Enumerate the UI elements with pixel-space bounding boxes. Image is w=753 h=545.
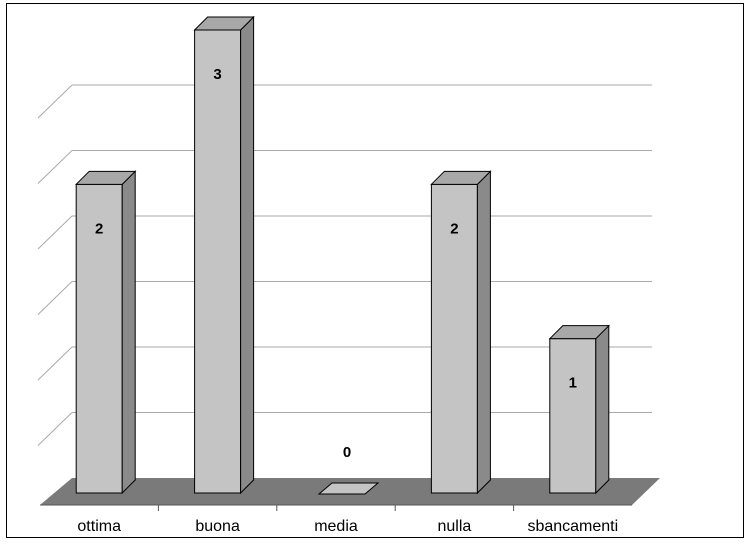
bar-top (74, 170, 137, 185)
bars (74, 15, 611, 495)
bar-nulla (430, 170, 492, 495)
bar-side (595, 324, 610, 495)
bar-ottima (74, 170, 137, 495)
category-label-ottima: ottima (77, 518, 121, 535)
bar-buona (193, 15, 255, 495)
gridline-side (37, 412, 73, 446)
bar-top (548, 325, 611, 340)
category-label-sbancamenti: sbancamenti (527, 518, 618, 535)
bar-front (549, 338, 597, 494)
category-label-media: media (314, 518, 358, 535)
data-label-media: 0 (343, 444, 351, 461)
bar-top (193, 16, 255, 31)
data-labels: 2 3 0 2 1 (95, 66, 577, 461)
data-label-buona: 3 (213, 66, 221, 83)
bar-front (194, 29, 242, 494)
category-labels: ottima buona media nulla sbancamenti (77, 518, 618, 535)
gridline-side (37, 281, 73, 315)
gridline-side (37, 150, 73, 184)
data-label-ottima: 2 (95, 220, 103, 237)
bar-top (430, 170, 492, 185)
gridline-side (37, 84, 73, 119)
bar-front (75, 183, 123, 494)
bar-side (240, 15, 255, 495)
gridline-side (37, 215, 73, 250)
bar-media (317, 482, 380, 495)
data-label-sbancamenti: 1 (569, 375, 577, 392)
category-label-buona: buona (195, 518, 240, 535)
x-axis-ticks (157, 505, 515, 511)
bar-side (476, 170, 491, 495)
bar-side (121, 170, 136, 495)
gridline-side (37, 346, 73, 381)
category-label-nulla: nulla (437, 518, 471, 535)
bar-flat (317, 482, 380, 495)
bar-sbancamenti (548, 324, 611, 495)
data-label-nulla: 2 (450, 220, 458, 237)
